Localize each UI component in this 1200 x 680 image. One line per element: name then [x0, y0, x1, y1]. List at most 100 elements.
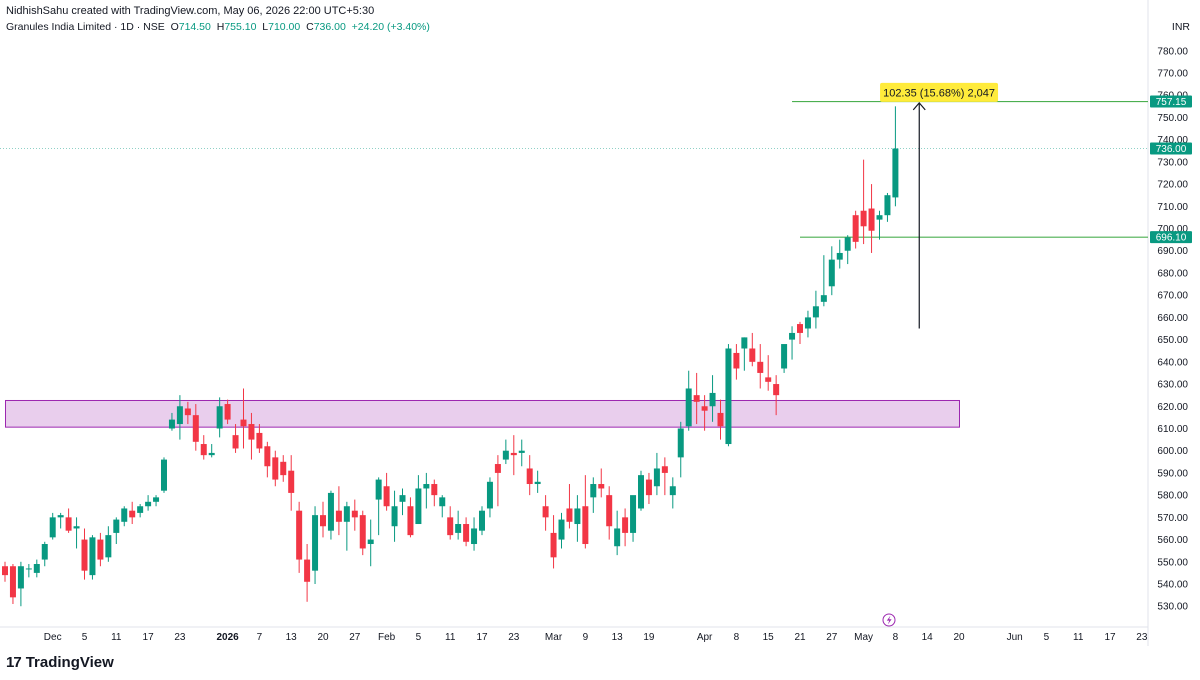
candle[interactable] — [391, 490, 398, 542]
candle[interactable] — [367, 519, 374, 567]
candle[interactable] — [709, 375, 716, 422]
candle[interactable] — [550, 515, 557, 569]
candle[interactable] — [494, 455, 501, 507]
candle[interactable] — [65, 508, 72, 533]
candle[interactable] — [312, 506, 319, 585]
lightning-icon[interactable] — [882, 613, 896, 627]
candle[interactable] — [789, 326, 796, 360]
candle[interactable] — [606, 486, 613, 540]
candle[interactable] — [153, 495, 160, 507]
candle[interactable] — [192, 404, 199, 451]
candle[interactable] — [168, 412, 175, 431]
candle[interactable] — [685, 370, 692, 431]
candle[interactable] — [765, 355, 772, 391]
symbol-name[interactable]: Granules India Limited · 1D · NSE — [6, 21, 165, 33]
candle[interactable] — [208, 444, 215, 458]
candle[interactable] — [248, 412, 255, 460]
candle[interactable] — [693, 372, 700, 425]
candle[interactable] — [81, 528, 88, 580]
candle[interactable] — [749, 332, 756, 367]
candle[interactable] — [852, 210, 859, 249]
candle[interactable] — [812, 290, 819, 329]
candle[interactable] — [582, 475, 589, 549]
candle[interactable] — [343, 501, 350, 551]
candle[interactable] — [25, 564, 32, 578]
candle[interactable] — [375, 477, 382, 536]
candle[interactable] — [137, 504, 144, 518]
candle[interactable] — [327, 490, 334, 540]
tradingview-brand[interactable]: 17 TradingView — [6, 654, 114, 671]
candle[interactable] — [534, 470, 541, 493]
candle[interactable] — [113, 517, 120, 545]
candle[interactable] — [614, 510, 621, 556]
candle[interactable] — [518, 439, 525, 467]
candle[interactable] — [741, 337, 748, 371]
candle[interactable] — [145, 495, 152, 511]
candle[interactable] — [17, 561, 24, 607]
candle[interactable] — [41, 541, 48, 567]
candle[interactable] — [399, 488, 406, 516]
candle[interactable] — [797, 321, 803, 345]
candle[interactable] — [455, 510, 462, 540]
candle[interactable] — [892, 106, 899, 207]
candle[interactable] — [590, 477, 597, 513]
currency-label[interactable]: INR — [1171, 21, 1190, 33]
candle[interactable] — [677, 421, 684, 478]
candle[interactable] — [463, 517, 470, 547]
candle[interactable] — [224, 399, 231, 425]
candle[interactable] — [232, 424, 239, 453]
candle[interactable] — [733, 344, 740, 380]
candle[interactable] — [574, 495, 581, 542]
candle[interactable] — [598, 468, 605, 498]
candle[interactable] — [781, 344, 788, 373]
candle[interactable] — [280, 455, 287, 482]
candle[interactable] — [717, 399, 724, 440]
candle[interactable] — [33, 559, 40, 578]
candle[interactable] — [773, 375, 780, 416]
candle[interactable] — [486, 477, 493, 518]
candle[interactable] — [439, 495, 446, 518]
candle[interactable] — [669, 477, 676, 509]
candle[interactable] — [415, 475, 422, 525]
candle[interactable] — [653, 452, 660, 496]
candle[interactable] — [860, 159, 867, 245]
candle[interactable] — [200, 435, 207, 460]
candle[interactable] — [876, 210, 883, 240]
candle[interactable] — [161, 457, 167, 493]
candle[interactable] — [566, 484, 573, 529]
candle[interactable] — [272, 450, 279, 487]
candle[interactable] — [105, 526, 112, 562]
candle[interactable] — [884, 192, 891, 222]
candle[interactable] — [828, 246, 835, 296]
candle[interactable] — [479, 506, 485, 536]
candle[interactable] — [423, 472, 430, 509]
candle[interactable] — [661, 457, 668, 496]
candle[interactable] — [240, 388, 247, 449]
candle[interactable] — [638, 470, 644, 511]
support-zone[interactable] — [5, 399, 960, 428]
candle[interactable] — [558, 512, 565, 549]
candle[interactable] — [184, 401, 191, 425]
candle[interactable] — [645, 472, 652, 505]
candle[interactable] — [630, 495, 637, 542]
candle[interactable] — [57, 512, 64, 529]
candle[interactable] — [73, 517, 80, 549]
candle[interactable] — [820, 255, 827, 307]
candle[interactable] — [264, 441, 271, 478]
candle[interactable] — [256, 424, 263, 453]
candle[interactable] — [288, 455, 295, 511]
candle[interactable] — [526, 455, 533, 496]
candle[interactable] — [431, 479, 438, 507]
candle[interactable] — [335, 486, 342, 536]
candle[interactable] — [407, 497, 414, 538]
candle[interactable] — [804, 310, 811, 338]
candle[interactable] — [9, 564, 16, 605]
candle[interactable] — [129, 501, 136, 525]
candle[interactable] — [844, 235, 851, 265]
candle[interactable] — [383, 472, 390, 511]
candle[interactable] — [836, 239, 843, 269]
candle[interactable] — [351, 499, 358, 531]
candle[interactable] — [447, 506, 454, 540]
candle[interactable] — [542, 495, 549, 531]
